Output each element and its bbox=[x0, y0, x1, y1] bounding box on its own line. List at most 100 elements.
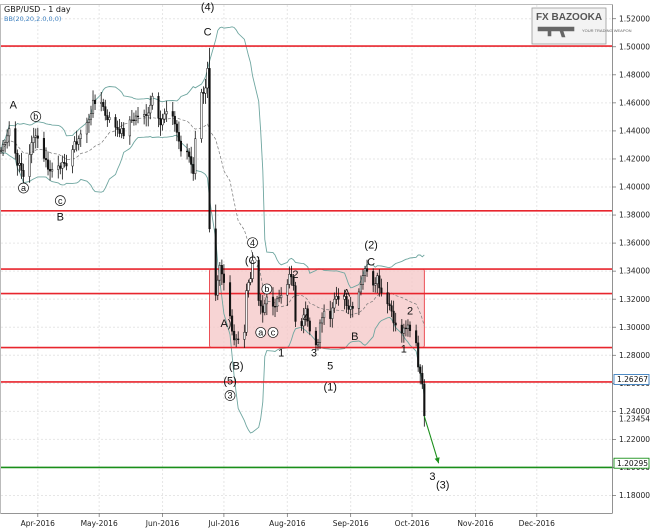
price-tick-label: 1.30000 bbox=[619, 323, 650, 332]
candle-body bbox=[228, 282, 232, 317]
candle-body bbox=[292, 276, 295, 286]
price-tick-label: 1.46000 bbox=[619, 98, 650, 107]
price-tick-label: 1.36000 bbox=[619, 239, 650, 248]
candle-body bbox=[20, 162, 23, 171]
wave-label: 3 bbox=[311, 348, 317, 360]
candle-body bbox=[149, 104, 152, 114]
wave-label: (2) bbox=[364, 240, 377, 252]
bollinger-lower-band bbox=[0, 134, 425, 434]
wave-label: C bbox=[367, 257, 375, 269]
candle-body bbox=[128, 119, 131, 137]
candle-body bbox=[216, 279, 219, 296]
forecast-arrow-line bbox=[423, 416, 440, 464]
chart-title: GBP/USD - 1 day bbox=[4, 5, 71, 14]
candle-body bbox=[337, 296, 340, 300]
candle-body bbox=[46, 159, 50, 170]
candle-body bbox=[100, 102, 103, 104]
candle-body bbox=[22, 170, 25, 177]
candle-body bbox=[28, 154, 31, 177]
candle-body bbox=[116, 127, 119, 130]
candle-body bbox=[192, 164, 195, 174]
logo: FX BAZOOKA YOUR TRADING WEAPON bbox=[531, 7, 632, 45]
wave-label: 5 bbox=[327, 360, 333, 372]
candle-body bbox=[374, 283, 377, 286]
wave-label: (C) bbox=[245, 255, 260, 267]
candle-body bbox=[134, 115, 138, 121]
indicator-label: BB(20,20,2.0,0,0) bbox=[4, 15, 61, 23]
candle-body bbox=[161, 118, 164, 126]
candle-body bbox=[280, 294, 283, 298]
candle-body bbox=[6, 135, 9, 143]
wave-label: 4 bbox=[303, 313, 309, 325]
wave-label: a bbox=[258, 328, 263, 338]
wave-label: C bbox=[204, 27, 212, 39]
bollinger-upper-band bbox=[0, 26, 425, 289]
forecast-arrow-head bbox=[434, 457, 440, 464]
candle-body bbox=[59, 165, 62, 169]
candle-body bbox=[65, 163, 68, 167]
wave-label: A bbox=[10, 99, 18, 111]
price-tag-box bbox=[613, 374, 650, 385]
bollinger-bands bbox=[0, 26, 425, 434]
date-tick-label: Nov-2016 bbox=[457, 519, 493, 528]
candle-body bbox=[408, 324, 412, 331]
candle-body bbox=[349, 306, 352, 310]
candle-body bbox=[143, 114, 146, 117]
price-tick-label: 1.48000 bbox=[619, 70, 650, 79]
candle-body bbox=[18, 162, 21, 166]
candle-body bbox=[159, 117, 162, 126]
candle-body bbox=[406, 324, 410, 329]
wave-label-circle bbox=[247, 237, 258, 249]
candle-body bbox=[302, 314, 305, 327]
candle-body bbox=[323, 310, 326, 319]
price-tick-label: 1.44000 bbox=[619, 127, 650, 136]
candle-body bbox=[132, 119, 135, 121]
candle-body bbox=[263, 303, 266, 313]
candle-body bbox=[237, 338, 240, 340]
candle-body bbox=[30, 142, 33, 155]
candle-body bbox=[392, 310, 395, 324]
price-tick-label: 1.18000 bbox=[619, 491, 650, 500]
candle-body bbox=[345, 296, 348, 306]
candle-body bbox=[304, 308, 307, 316]
candle-body bbox=[79, 133, 82, 139]
candle-body bbox=[136, 115, 140, 118]
candle-body bbox=[151, 96, 154, 106]
candle-body bbox=[271, 296, 275, 307]
candle-body bbox=[173, 115, 176, 125]
candle-body bbox=[163, 113, 166, 120]
candle-body bbox=[200, 92, 203, 139]
candle-body bbox=[306, 308, 309, 322]
candle-body bbox=[218, 265, 221, 281]
date-tick-label: Apr-2016 bbox=[21, 519, 56, 528]
date-axis: Apr-2016 May-2016 Jun-2016 Jul-2016 Aug-2016… bbox=[1, 513, 612, 528]
wave-label: 4 bbox=[250, 238, 255, 248]
candle-body bbox=[265, 296, 268, 305]
candle-body bbox=[57, 165, 60, 170]
candle-body bbox=[34, 135, 37, 138]
candle-body bbox=[366, 268, 369, 272]
candle-body bbox=[331, 307, 334, 319]
candle-body bbox=[61, 162, 64, 169]
wave-label: A bbox=[343, 287, 351, 299]
candle-body bbox=[130, 119, 133, 121]
wave-label: c bbox=[58, 196, 63, 206]
candle-body bbox=[186, 150, 189, 153]
candle-body bbox=[308, 320, 311, 332]
candle-body bbox=[321, 317, 324, 324]
candle-body bbox=[357, 291, 360, 309]
candle-body bbox=[175, 123, 178, 133]
candle-body bbox=[85, 122, 88, 135]
candle-body bbox=[0, 150, 3, 152]
candle-body bbox=[273, 306, 277, 308]
candle-body bbox=[104, 106, 107, 116]
candle-body bbox=[222, 273, 225, 283]
bazooka-icon bbox=[537, 26, 575, 38]
candle-body bbox=[32, 137, 35, 143]
wave-label-circle bbox=[30, 111, 42, 122]
candle-body bbox=[171, 111, 174, 117]
price-tick-label: 1.42000 bbox=[619, 155, 650, 164]
candle-body bbox=[259, 300, 262, 307]
